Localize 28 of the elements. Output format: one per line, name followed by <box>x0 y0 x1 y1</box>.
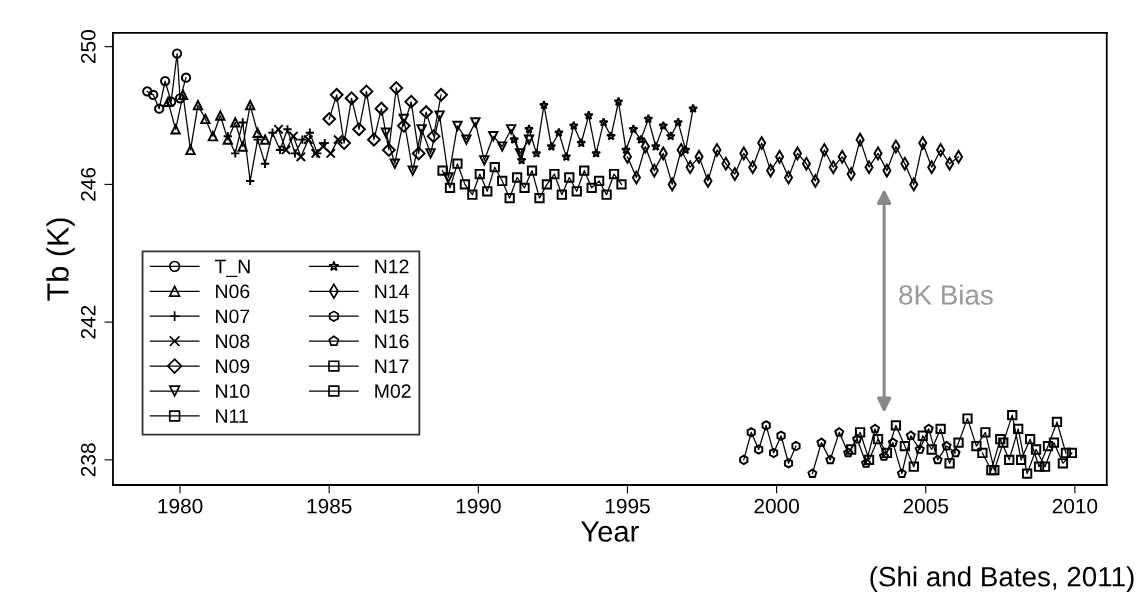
legend-label: N07 <box>216 309 250 324</box>
legend-label: N11 <box>216 409 248 423</box>
legend-label: N09 <box>216 359 250 374</box>
legend-label: N10 <box>216 384 250 399</box>
x-tick-label: 1980 <box>158 498 203 514</box>
x-tick-label: 2000 <box>754 498 799 514</box>
y-tick-label: 246 <box>80 167 96 201</box>
y-tick-label: 250 <box>80 30 96 63</box>
legend-label: M02 <box>375 384 411 399</box>
x-tick-label: 1985 <box>307 498 352 514</box>
legend-label: N14 <box>375 284 409 299</box>
x-tick-label: 2005 <box>903 498 949 514</box>
legend-label: N16 <box>375 334 409 349</box>
legend-label: N12 <box>375 259 409 274</box>
legend-label: N15 <box>375 309 409 324</box>
x-axis-title: Year <box>581 521 639 542</box>
x-tick-label: 1990 <box>456 498 501 514</box>
legend-label: N06 <box>216 284 250 299</box>
x-tick-label: 1995 <box>605 498 650 514</box>
y-tick-label: 238 <box>80 443 96 477</box>
legend-label: N17 <box>375 359 409 373</box>
y-axis-title: Tb (K) <box>46 218 75 301</box>
annotation: 8K Bias <box>899 284 993 305</box>
text: (Shi and Bates, 2011) <box>870 566 1134 593</box>
legend-label: N08 <box>216 334 250 349</box>
legend-label: T_N <box>214 259 250 278</box>
y-tick-label: 242 <box>80 305 96 339</box>
x-tick-label: 2010 <box>1052 498 1098 514</box>
